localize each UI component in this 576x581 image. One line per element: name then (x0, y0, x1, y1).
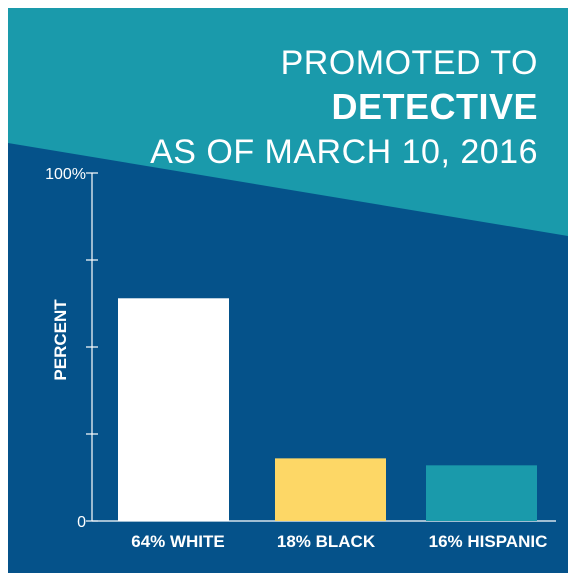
category-label-black: 18% BLACK (277, 532, 376, 551)
title-line-2: DETECTIVE (331, 86, 538, 127)
category-label-hispanic: 16% HISPANIC (429, 532, 548, 551)
category-labels: 64% WHITE 18% BLACK 16% HISPANIC (131, 532, 547, 551)
y-axis-label: PERCENT (51, 299, 70, 381)
y-tick-label: 100% (45, 166, 86, 183)
chart-panel: PROMOTED TO DETECTIVE AS OF MARCH 10, 20… (8, 8, 568, 573)
y-tick-label: 0 (77, 514, 86, 531)
bars (118, 298, 537, 521)
bar-chart: 0 100% 64% WHITE 18% BLACK 16% HISPANIC PER… (45, 166, 556, 551)
title-line-1: PROMOTED TO (280, 44, 538, 82)
bar-black (275, 458, 386, 521)
category-label-white: 64% WHITE (131, 532, 225, 551)
bar-white (118, 298, 229, 521)
title-line-3: AS OF MARCH 10, 2016 (150, 133, 538, 171)
bar-hispanic (426, 465, 537, 521)
